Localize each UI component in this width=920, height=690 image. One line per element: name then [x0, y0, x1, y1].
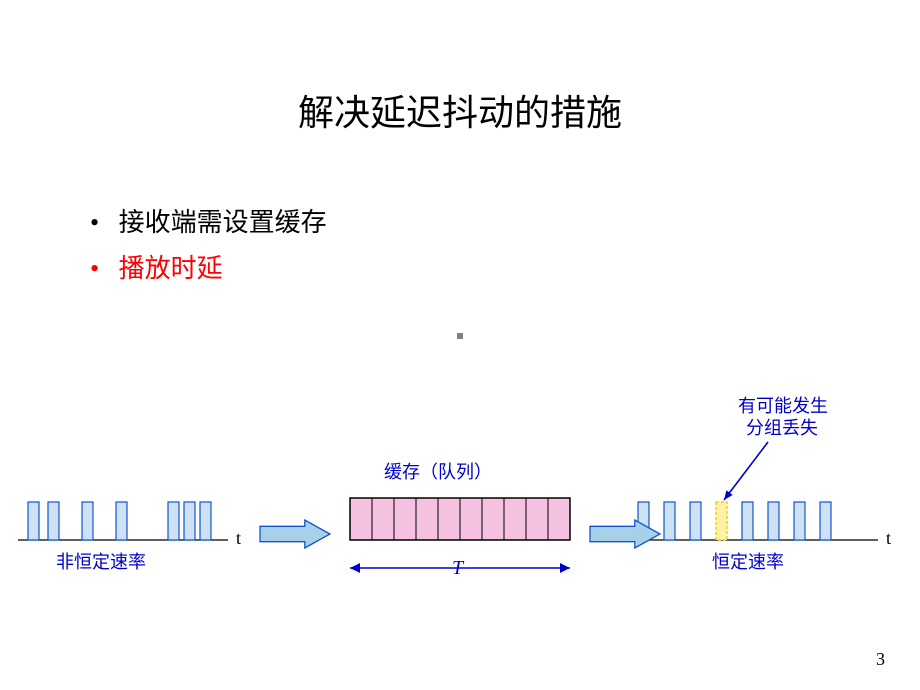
- bullet-text: 接收端需设置缓存: [119, 208, 327, 237]
- svg-text:T: T: [452, 557, 465, 579]
- bullet-item: 接收端需设置缓存: [90, 200, 327, 246]
- svg-text:非恒定速率: 非恒定速率: [56, 552, 146, 572]
- slide-title: 解决延迟抖动的措施: [0, 0, 920, 136]
- svg-text:缓存（队列）: 缓存（队列）: [384, 462, 492, 482]
- bullet-item: 播放时延: [90, 246, 327, 292]
- page-number: 3: [876, 649, 885, 670]
- svg-text:恒定速率: 恒定速率: [712, 552, 784, 572]
- svg-text:有可能发生: 有可能发生: [738, 396, 828, 416]
- svg-text:分组丢失: 分组丢失: [746, 418, 818, 438]
- bullet-list: 接收端需设置缓存 播放时延: [90, 200, 327, 292]
- svg-text:t: t: [236, 528, 241, 548]
- center-marker: [457, 333, 463, 339]
- svg-text:t: t: [886, 528, 891, 548]
- jitter-diagram: t 非恒定速率 t 恒定速率 缓存（队列） T 有可能发生分组丢失: [0, 390, 920, 640]
- bullet-text: 播放时延: [119, 254, 223, 283]
